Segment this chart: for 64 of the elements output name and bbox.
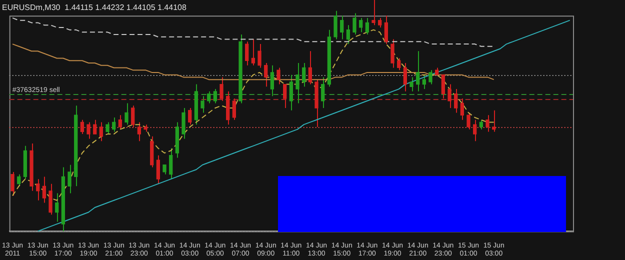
candlestick bbox=[308, 50, 312, 85]
candlestick bbox=[346, 24, 350, 45]
candlestick bbox=[86, 122, 90, 140]
candlestick bbox=[270, 64, 274, 97]
candlestick bbox=[68, 164, 72, 194]
candlestick bbox=[124, 102, 128, 126]
candlestick bbox=[378, 17, 382, 28]
candlestick bbox=[169, 148, 173, 180]
candlestick bbox=[162, 164, 166, 175]
candlestick bbox=[213, 88, 218, 104]
candlestick bbox=[42, 176, 46, 204]
candlestick bbox=[321, 76, 325, 108]
candlestick bbox=[207, 90, 211, 104]
candlestick bbox=[106, 122, 110, 135]
candlestick bbox=[245, 41, 249, 66]
candlestick bbox=[296, 62, 300, 104]
candlestick bbox=[428, 70, 432, 85]
candlestick bbox=[182, 108, 186, 140]
candlestick bbox=[17, 174, 21, 187]
candlestick bbox=[258, 44, 262, 68]
candlestick bbox=[410, 76, 414, 92]
candlestick bbox=[334, 10, 338, 40]
candlestick bbox=[390, 38, 394, 68]
candlestick bbox=[251, 38, 256, 66]
candlestick bbox=[264, 62, 268, 88]
candlestick bbox=[80, 119, 84, 135]
candlestick bbox=[365, 17, 370, 36]
candlestick bbox=[340, 15, 344, 40]
candlestick bbox=[479, 119, 483, 130]
candlestick bbox=[454, 88, 458, 114]
candlestick bbox=[200, 96, 204, 114]
candlestick bbox=[441, 74, 445, 100]
candlestick bbox=[384, 15, 388, 45]
candlestick bbox=[283, 84, 287, 108]
candlestick bbox=[232, 98, 236, 120]
candlestick bbox=[156, 154, 160, 184]
candlestick bbox=[220, 76, 224, 102]
candlestick bbox=[276, 67, 280, 85]
candlestick bbox=[492, 110, 496, 132]
candlestick bbox=[99, 122, 104, 142]
candlestick bbox=[36, 178, 40, 201]
candlestick bbox=[473, 119, 477, 142]
candlestick bbox=[448, 84, 452, 108]
candlestick bbox=[416, 50, 420, 92]
candlestick bbox=[48, 183, 52, 216]
candlestick bbox=[131, 105, 135, 128]
text: EURUSDm,M30 1.44115 1.44232 1.44105 1.44108 bbox=[2, 3, 187, 12]
candlestick bbox=[352, 12, 356, 36]
candlestick bbox=[55, 192, 59, 222]
candlestick bbox=[359, 17, 363, 33]
candlestick bbox=[93, 119, 97, 135]
candlestick bbox=[302, 62, 306, 88]
candlestick bbox=[397, 58, 401, 71]
candlestick bbox=[460, 98, 464, 120]
candlestick bbox=[403, 62, 408, 92]
candlestick bbox=[422, 74, 426, 90]
candlestick bbox=[10, 171, 14, 196]
candlestick bbox=[112, 116, 116, 132]
candlestick bbox=[137, 122, 142, 142]
candlestick bbox=[466, 112, 470, 130]
candlestick bbox=[289, 74, 294, 111]
candlestick bbox=[118, 114, 122, 130]
candlestick bbox=[188, 108, 192, 126]
candlestick bbox=[486, 114, 490, 132]
